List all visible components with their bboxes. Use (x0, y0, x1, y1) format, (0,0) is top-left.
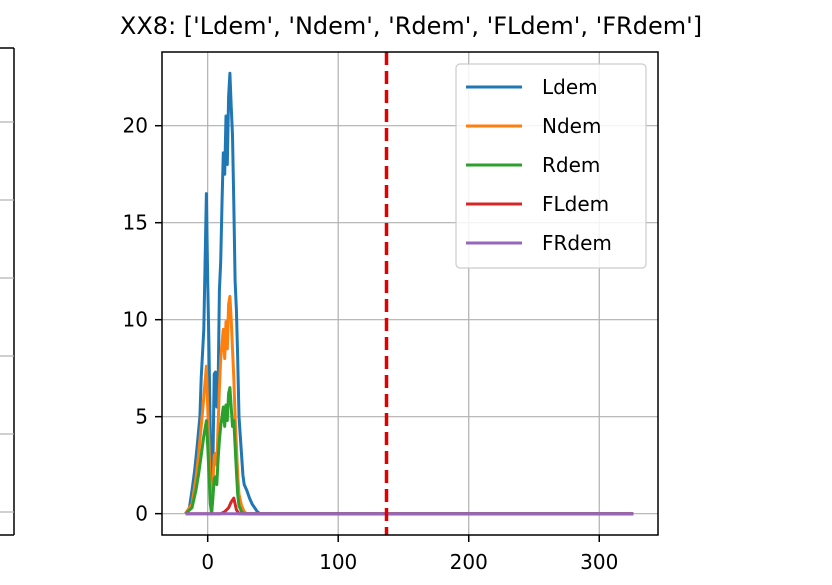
y-tick-label: 5 (135, 405, 148, 429)
chart-title: XX8: ['Ldem', 'Ndem', 'Rdem', 'FLdem', '… (120, 12, 702, 40)
neighbor-plot-edge (0, 47, 15, 536)
x-tick-label: 100 (319, 550, 357, 574)
legend-label-ldem: Ldem (542, 75, 598, 99)
legend-label-ndem: Ndem (542, 114, 601, 138)
series-line-ndem (184, 294, 634, 516)
series-lines (184, 71, 634, 516)
y-tick-label: 10 (123, 308, 148, 332)
x-tick-label: 0 (201, 550, 214, 574)
legend-label-rdem: Rdem (542, 153, 600, 177)
y-tick-label: 20 (123, 114, 148, 138)
series-line-rdem (184, 386, 634, 516)
x-tick-label: 300 (580, 550, 618, 574)
axis-ticks: 0 100 200 300 0 5 10 15 20 (123, 114, 619, 574)
x-tick-label: 200 (450, 550, 488, 574)
legend: Ldem Ndem Rdem FLdem FRdem (455, 63, 647, 269)
y-tick-label: 0 (135, 502, 148, 526)
legend-box (455, 63, 647, 269)
legend-label-frdem: FRdem (542, 231, 612, 255)
legend-label-fldem: FLdem (542, 192, 609, 216)
plot-frame (161, 51, 659, 536)
series-line-ldem (184, 71, 634, 516)
y-tick-label: 15 (123, 211, 148, 235)
